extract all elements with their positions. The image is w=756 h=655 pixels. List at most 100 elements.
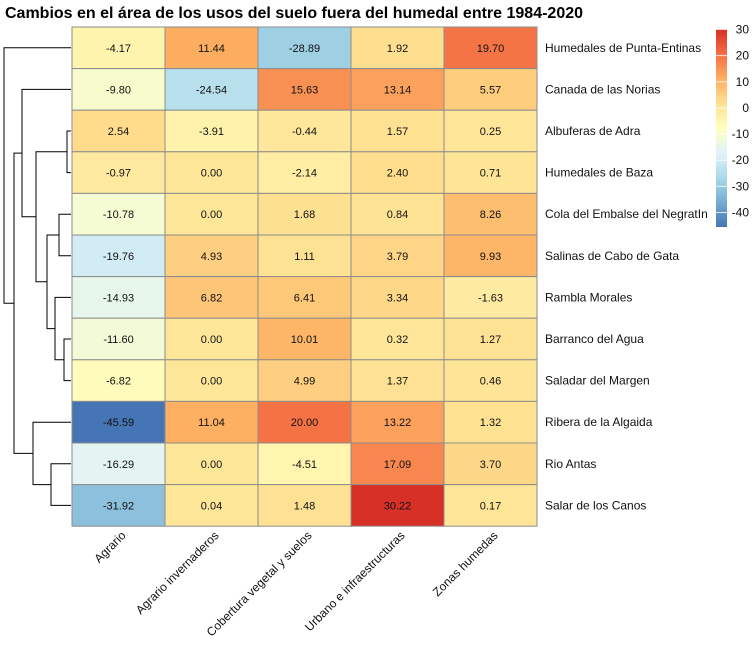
heatmap-cell (350, 109, 445, 153)
cell-value-label: 0.84 (387, 209, 408, 221)
row-label: Canada de las Norias (545, 82, 660, 96)
cell-value-label: -28.89 (289, 43, 320, 55)
row-label: Humedales de Punta-Entinas (545, 41, 701, 55)
column-label: Urbano e infraestructuras (302, 528, 408, 634)
cell-value-label: 1.48 (294, 500, 315, 512)
heatmap-cell (443, 192, 538, 236)
legend-color-bar (716, 29, 727, 227)
dendrogram-branch (58, 213, 71, 257)
heatmap-cell (71, 442, 166, 486)
heatmap-cell (257, 317, 352, 361)
heatmap-cell (71, 484, 166, 527)
heatmap-cell (443, 234, 538, 278)
row-label: Ribera de la Algaida (545, 415, 653, 429)
cell-value-label: 0.00 (201, 459, 222, 471)
cell-value-label: -24.54 (196, 84, 227, 96)
dendrogram-branch (35, 151, 67, 283)
heatmap-cell (71, 234, 166, 278)
cell-value-label: 19.70 (477, 43, 505, 55)
cell-value-label: 0.46 (480, 376, 501, 388)
heatmap-cell (350, 192, 445, 236)
cell-value-label: 2.54 (108, 126, 129, 138)
column-label: Agrario invernaderos (133, 528, 222, 617)
cell-value-label: 10.01 (291, 334, 319, 346)
row-label: Barranco del Agua (545, 332, 644, 346)
cell-value-label: 11.44 (198, 43, 225, 55)
heatmap-cells: -4.17 11.44 -28.89 1.92 19.70 -9.80 -24.54 15.6… (71, 26, 538, 527)
color-legend: 30 20 10 0 -10 -20 -30 -40 (716, 23, 749, 227)
dendrogram-branch (32, 421, 71, 486)
cell-value-label: 0.00 (201, 376, 222, 388)
heatmap-cell (443, 68, 538, 111)
cell-value-label: -6.82 (106, 376, 131, 388)
heatmap-cell (350, 234, 445, 278)
cell-value-label: 4.93 (201, 251, 222, 263)
cell-value-label: -31.92 (103, 500, 134, 512)
cell-value-label: 1.37 (387, 376, 408, 388)
row-label: Rambla Morales (545, 290, 632, 304)
heatmap-cell (443, 442, 538, 486)
cell-value-label: -0.44 (292, 126, 317, 138)
heatmap-cell (350, 276, 445, 319)
row-label: Salar de los Canos (545, 498, 646, 512)
cell-value-label: -4.17 (106, 43, 131, 55)
cell-value-label: 0.00 (201, 334, 222, 346)
cell-value-label: 30.22 (384, 500, 412, 512)
cell-value-label: -1.63 (478, 292, 503, 304)
cell-value-label: 4.99 (294, 376, 315, 388)
cell-value-label: 0.00 (201, 168, 222, 180)
heatmap-cell (71, 109, 166, 153)
dendrogram-branch (66, 130, 71, 174)
cell-value-label: 0.71 (480, 168, 501, 180)
cell-value-label: -0.97 (106, 168, 131, 180)
row-label: Salinas de Cabo de Gata (545, 249, 679, 263)
dendrogram-branch (54, 296, 71, 361)
heatmap-cell (257, 109, 352, 153)
heatmap-cell (257, 276, 352, 319)
cell-value-label: 2.40 (387, 168, 408, 180)
cell-value-label: 1.92 (387, 43, 408, 55)
heatmap-cell (257, 442, 352, 486)
legend-tick-label: -20 (732, 153, 750, 167)
cell-value-label: 15.63 (291, 84, 319, 96)
legend-tick-label: -40 (732, 205, 750, 219)
legend-tick-label: -30 (732, 179, 750, 193)
cell-value-label: 6.82 (201, 292, 222, 304)
cell-value-label: -11.60 (103, 334, 133, 346)
cell-value-label: -3.91 (199, 126, 224, 138)
cell-value-label: 0.25 (480, 126, 501, 138)
heatmap-cell (257, 234, 352, 278)
legend-tick-label: 10 (736, 75, 750, 89)
dendrogram-branch (21, 88, 71, 218)
cell-value-label: 0.32 (387, 334, 408, 346)
cell-value-label: 6.41 (294, 292, 315, 304)
heatmap-cell (443, 26, 538, 70)
cell-value-label: 1.57 (387, 126, 408, 138)
cell-value-label: -2.14 (292, 168, 317, 180)
heatmap-cell (257, 400, 352, 444)
cell-value-label: -45.59 (103, 417, 134, 429)
cell-value-label: 1.68 (294, 209, 315, 221)
row-labels: Humedales de Punta-Entinas Canada de las … (545, 41, 708, 513)
cell-value-label: 1.27 (480, 334, 501, 346)
cell-value-label: -4.51 (292, 459, 317, 471)
cell-value-label: -9.80 (106, 84, 131, 96)
heatmap-cell (71, 276, 166, 319)
cell-value-label: 3.70 (480, 459, 501, 471)
cell-value-label: 1.32 (480, 417, 501, 429)
dendrogram-branch (63, 338, 71, 382)
row-label: Cola del Embalse del NegratIn (545, 207, 708, 221)
chart-title: Cambios en el área de los usos del suelo… (5, 5, 583, 22)
heatmap-cell (164, 484, 259, 527)
cell-value-label: 8.26 (480, 209, 501, 221)
heatmap-cell (350, 68, 445, 111)
heatmap-cell (443, 109, 538, 153)
heatmap-cell (443, 400, 538, 444)
legend-tick-label: 0 (742, 101, 749, 115)
heatmap-cell (443, 484, 538, 527)
heatmap-cell (350, 484, 445, 527)
cell-value-label: 3.34 (387, 292, 408, 304)
legend-tick-label: 30 (736, 23, 750, 37)
cell-value-label: 9.93 (480, 251, 501, 263)
